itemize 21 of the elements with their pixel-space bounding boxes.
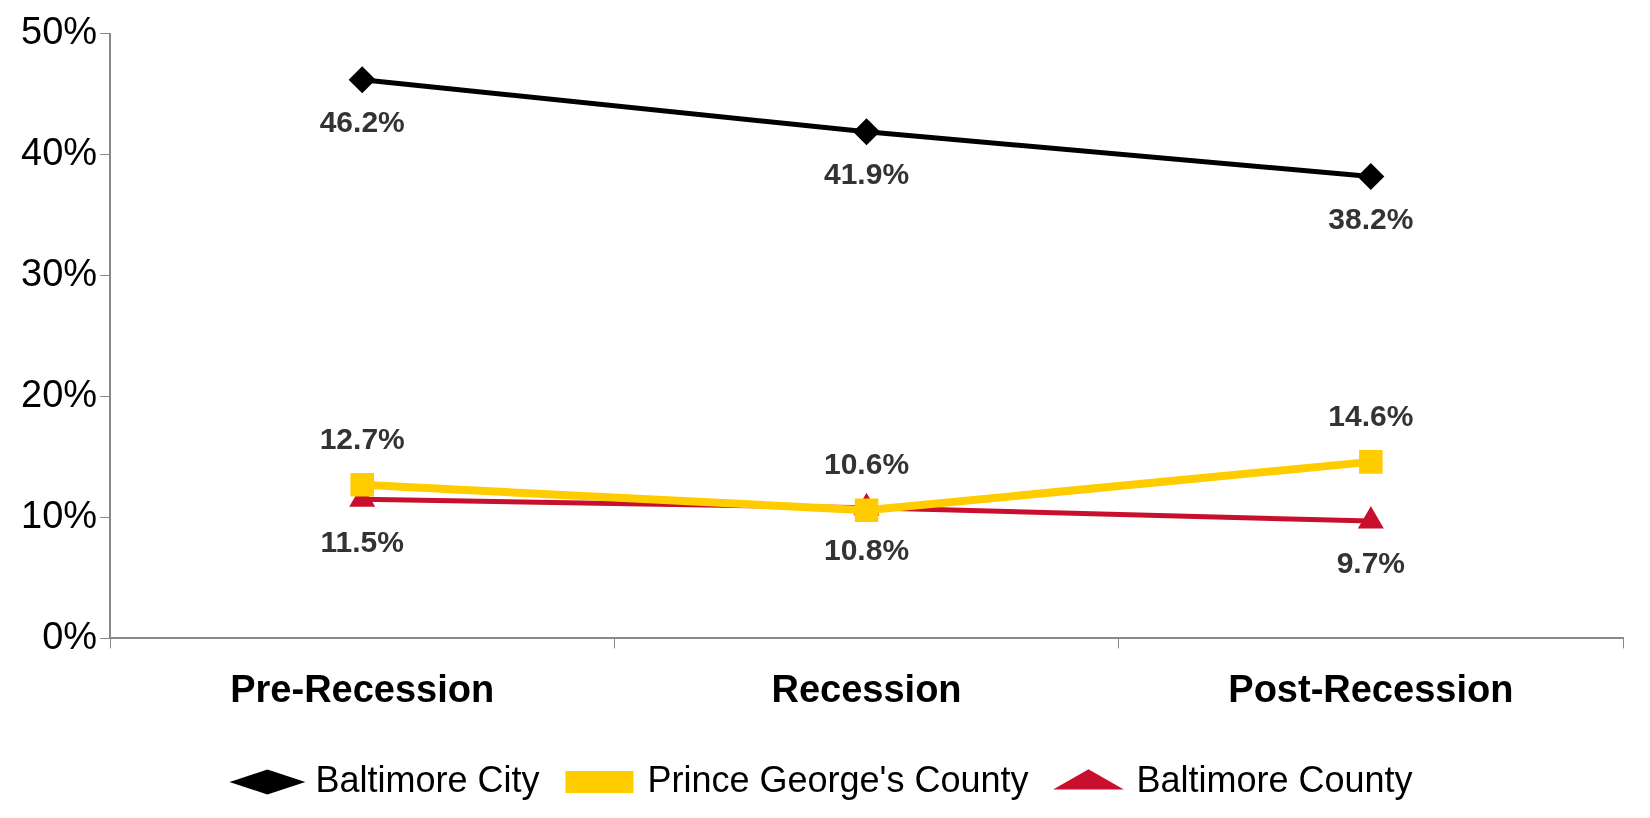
y-tick-label: 50% (20, 10, 98, 53)
data-label: 12.7% (319, 422, 405, 456)
data-label: 14.6% (1328, 399, 1414, 433)
data-label: 41.9% (823, 157, 910, 191)
y-tick-label: 10% (20, 493, 98, 536)
y-tick-label: 40% (20, 131, 98, 174)
data-label: 10.8% (823, 533, 910, 567)
y-tick-label: 0% (42, 614, 98, 657)
data-label: 11.5% (320, 524, 404, 558)
x-tick-label: Pre-Recession (230, 667, 495, 710)
legend-label: Prince George's County (647, 758, 1029, 800)
y-tick-label: 30% (20, 252, 98, 295)
legend-label: Baltimore County (1136, 758, 1413, 800)
y-tick-label: 20% (20, 373, 98, 416)
data-label: 46.2% (319, 105, 405, 139)
legend-label: Baltimore City (315, 758, 540, 800)
data-label: 9.7% (1336, 546, 1406, 580)
data-label: 38.2% (1328, 201, 1414, 235)
x-tick-label: Post-Recession (1228, 667, 1514, 710)
x-tick-label: Recession (771, 667, 962, 710)
data-label: 10.6% (823, 447, 910, 481)
